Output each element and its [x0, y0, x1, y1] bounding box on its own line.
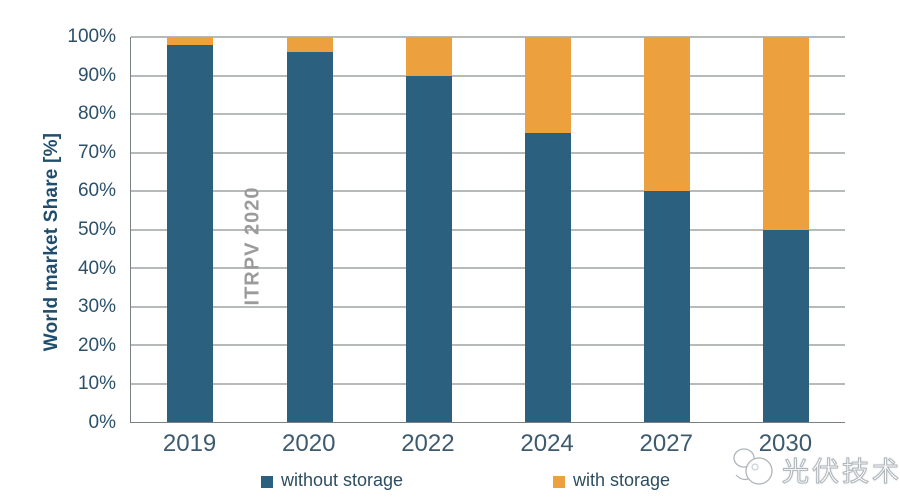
bar-segment-2019-without-storage: [167, 44, 214, 422]
y-tick-label: 80%: [77, 103, 116, 125]
gridline: [131, 383, 845, 384]
bar-segment-2020-without-storage: [286, 52, 333, 422]
legend-label-without-storage: without storage: [281, 470, 404, 490]
y-tick-label: 40%: [77, 257, 116, 279]
bar-segment-2027-with-storage: [643, 37, 690, 191]
x-tick-label-2024: 2024: [520, 430, 574, 457]
x-tick-label-2022: 2022: [401, 430, 455, 457]
x-tick-label-2019: 2019: [162, 430, 217, 457]
bar-segment-2024-without-storage: [524, 133, 571, 422]
bar-2019: [167, 37, 214, 422]
x-tick-label-2020: 2020: [282, 430, 336, 457]
bar-2022: [405, 37, 452, 422]
y-tick-label: 50%: [77, 219, 116, 240]
bar-segment-2030-without-storage: [762, 229, 809, 422]
y-tick-label: 20%: [77, 334, 116, 356]
legend-item-with-storage: with storage: [553, 470, 670, 491]
bar-2030: [762, 37, 809, 422]
gridline: [131, 75, 845, 76]
y-tick-label: 0%: [88, 412, 116, 433]
bar-2027: [643, 37, 690, 422]
legend-swatch-without-storage: [261, 475, 273, 488]
bar-2020: [286, 37, 333, 422]
bar-segment-2022-with-storage: [405, 37, 452, 76]
gridline: [131, 306, 845, 307]
legend-swatch-with-storage: [553, 475, 565, 488]
bar-2024: [524, 37, 571, 422]
y-axis-ticks: 0% 10% 20% 30% 40% 50% 60% 70% 80% 90% 100%: [0, 26, 116, 433]
y-tick-label: 10%: [77, 373, 116, 395]
gridline: [131, 344, 845, 346]
bar-segment-2024-with-storage: [524, 37, 571, 134]
y-tick-label: 70%: [77, 141, 116, 163]
legend-item-without-storage: without storage: [261, 470, 403, 491]
bar-segment-2027-without-storage: [643, 191, 690, 422]
legend-label-with-storage: with storage: [573, 470, 671, 490]
brand-logo-icon: [731, 443, 777, 496]
bar-segment-2022-without-storage: [405, 75, 452, 422]
brand-name: 光伏技术: [782, 457, 900, 488]
y-tick-label: 30%: [77, 296, 116, 318]
bar-segment-2030-with-storage: [762, 37, 809, 230]
itrpv-watermark: ITRPV 2020: [241, 186, 264, 306]
gridline: [131, 113, 845, 115]
y-tick-label: 60%: [77, 180, 116, 202]
gridline: [131, 190, 845, 192]
brand-watermark: 光伏技术: [731, 443, 900, 496]
bar-segment-2019-with-storage: [167, 37, 214, 45]
gridline: [131, 267, 845, 269]
x-tick-label-2027: 2027: [639, 430, 693, 457]
x-tick-label-2030: 2030: [758, 430, 813, 457]
y-tick-label: 90%: [77, 64, 116, 86]
x-axis-labels: 2019 2020 2022 2024 2027 2030: [130, 430, 845, 460]
plot-area: [130, 36, 845, 423]
bar-segment-2020-with-storage: [286, 37, 333, 53]
gridline: [131, 229, 845, 230]
y-tick-label: 100%: [67, 26, 116, 47]
gridline: [131, 152, 845, 153]
gridline: [131, 36, 845, 38]
